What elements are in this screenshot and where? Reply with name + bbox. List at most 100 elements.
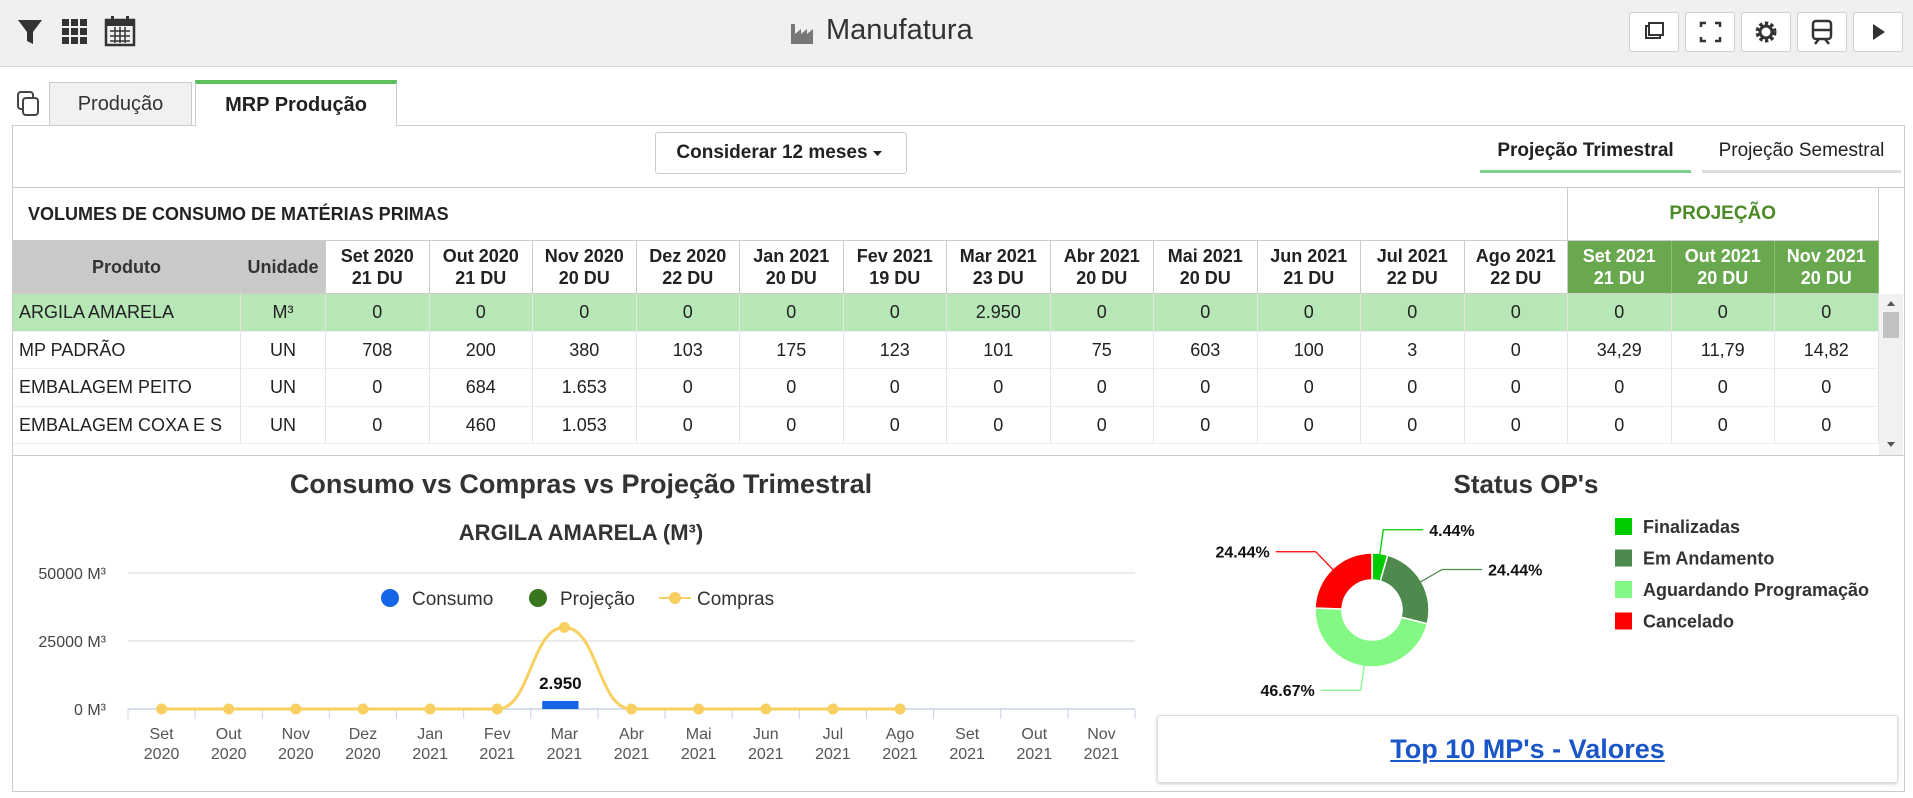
month-name: Nov 2021 xyxy=(1786,246,1866,266)
x-tick-year: 2021 xyxy=(1084,746,1120,763)
period-dropdown[interactable]: Considerar 12 meses xyxy=(655,132,907,174)
month-name: Jun 2021 xyxy=(1270,246,1348,266)
month-name: Nov 2020 xyxy=(544,246,624,266)
value-cell: 0 xyxy=(1361,369,1465,407)
x-tick-month: Jul xyxy=(823,726,843,743)
legend-swatch xyxy=(1615,518,1632,535)
legend-label: Compras xyxy=(697,589,774,610)
value-cell: 0 xyxy=(1465,369,1568,407)
x-tick-year: 2021 xyxy=(1017,746,1053,763)
value-cell: 0 xyxy=(844,294,947,332)
value-cell: 0 xyxy=(1258,406,1361,444)
x-tick-label: Out 2020 xyxy=(211,726,247,763)
x-tick-month: Set xyxy=(150,726,175,743)
data-table: VOLUMES DE CONSUMO DE MATÉRIAS PRIMAS PRO… xyxy=(12,187,1905,456)
caret xyxy=(872,151,882,156)
row-bg xyxy=(13,407,1879,444)
settings-button[interactable] xyxy=(1741,12,1791,52)
view-tab-active[interactable]: Projeção Trimestral xyxy=(1480,140,1691,173)
product-cell: EMBALAGEM PEITO xyxy=(13,369,241,407)
month-name: Out 2021 xyxy=(1684,246,1761,266)
column-header: Unidade xyxy=(241,241,326,294)
value-cell: 100 xyxy=(1258,331,1361,369)
legend-label: Cancelado xyxy=(1643,612,1734,632)
x-tick-label: Set 2021 xyxy=(949,726,985,763)
label-connector xyxy=(1379,529,1424,556)
value-cell: 200 xyxy=(430,331,533,369)
value-cell: 0 xyxy=(326,406,430,444)
point xyxy=(626,703,637,715)
x-tick-month: Nov xyxy=(1087,726,1115,743)
top10-link[interactable]: Top 10 MP's - Valores xyxy=(1390,733,1665,764)
value-cell: 0 xyxy=(1154,406,1258,444)
point xyxy=(357,703,369,715)
play-button[interactable] xyxy=(1853,12,1903,52)
grid-icon[interactable] xyxy=(62,19,87,44)
x-tick-year: 2021 xyxy=(748,746,784,763)
window-button[interactable] xyxy=(1629,12,1679,52)
month-header: Out 2021 20 DU xyxy=(1671,241,1775,294)
tab-active[interactable]: MRP Produção xyxy=(195,80,397,126)
x-tick-year: 2020 xyxy=(345,746,381,763)
month-name: Jul 2021 xyxy=(1376,246,1448,266)
value-cell: 0 xyxy=(740,294,844,332)
month-header: Nov 2021 20 DU xyxy=(1775,241,1879,294)
product-cell: MP PADRÃO xyxy=(13,331,241,369)
x-tick-year: 2021 xyxy=(681,746,717,763)
view-tab[interactable]: Projeção Semestral xyxy=(1702,140,1901,173)
value-cell: 0 xyxy=(326,294,430,332)
value-cell: 0 xyxy=(1465,294,1568,332)
value-cell: 0 xyxy=(1051,294,1154,332)
fullscreen-button[interactable] xyxy=(1685,12,1735,52)
value-cell: 0 xyxy=(1361,294,1465,332)
value-cell: 0 xyxy=(326,369,430,407)
projection-cell: 0 xyxy=(1672,294,1775,332)
calendar-icon[interactable] xyxy=(104,16,136,47)
x-tick-label: Fev 2021 xyxy=(479,726,515,763)
x-tick-year: 2021 xyxy=(614,746,650,763)
value-cell: 0 xyxy=(740,369,844,407)
month-header: Abr 2021 20 DU xyxy=(1050,241,1154,294)
value-cell: 103 xyxy=(637,331,740,369)
value-cell: 0 xyxy=(1465,331,1568,369)
product-cell: EMBALAGEM COXA E S xyxy=(13,406,241,444)
point xyxy=(156,703,168,715)
month-days: 21 DU xyxy=(1593,268,1645,288)
value-cell: 0 xyxy=(1258,294,1361,332)
value-cell: 0 xyxy=(1051,369,1154,407)
unit-cell: UN xyxy=(241,406,326,444)
chart-subtitle: ARGILA AMARELA (M³) xyxy=(459,520,703,545)
tab[interactable]: Produção xyxy=(49,82,192,125)
x-tick-year: 2021 xyxy=(479,746,515,763)
x-tick-label: Jan 2021 xyxy=(412,726,448,763)
projection-cell: 0 xyxy=(1568,406,1672,444)
month-days: 23 DU xyxy=(972,268,1024,288)
copy-icon[interactable] xyxy=(16,90,42,118)
legend-label: Aguardando Programação xyxy=(1643,580,1869,600)
month-header: Dez 2020 22 DU xyxy=(636,241,740,294)
value-cell: 0 xyxy=(947,406,1051,444)
month-days: 21 DU xyxy=(351,268,403,288)
value-cell: 0 xyxy=(740,406,844,444)
train-button[interactable] xyxy=(1797,12,1847,52)
month-days: 22 DU xyxy=(1490,268,1542,288)
point xyxy=(424,703,436,715)
month-days: 22 DU xyxy=(662,268,714,288)
y-tick-label: 25000 M³ xyxy=(38,634,106,651)
data-label: 2.950 xyxy=(539,674,582,693)
x-tick-month: Mar xyxy=(551,726,579,743)
month-name: Dez 2020 xyxy=(649,246,727,266)
point xyxy=(290,703,302,715)
chart-title: Consumo vs Compras vs Projeção Trimestra… xyxy=(290,469,872,499)
value-cell: 0 xyxy=(844,369,947,407)
filter-icon[interactable] xyxy=(18,20,42,44)
projection-cell: 0 xyxy=(1568,369,1672,407)
pie-slice xyxy=(1314,552,1373,610)
legend-swatch xyxy=(1615,549,1632,567)
value-cell: 175 xyxy=(740,331,844,369)
x-tick-month: Abr xyxy=(619,726,645,743)
month-name: Ago 2021 xyxy=(1475,246,1556,266)
x-tick-label: Nov 2020 xyxy=(278,726,314,763)
x-tick-month: Ago xyxy=(886,726,915,743)
